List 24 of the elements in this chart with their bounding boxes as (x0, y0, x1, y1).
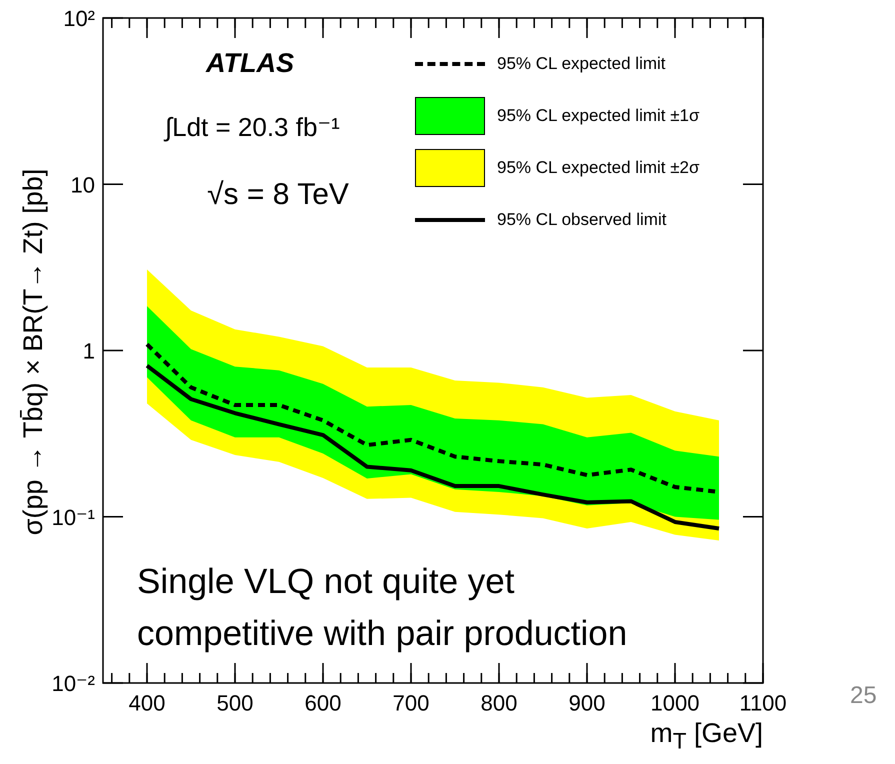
legend-label: 95% CL expected limit ±1σ (497, 106, 700, 126)
x-tick-label: 900 (568, 690, 606, 716)
x-tick-label: 800 (480, 690, 518, 716)
x-tick-label: 1000 (650, 690, 700, 716)
legend-label: 95% CL observed limit (497, 210, 666, 230)
x-tick-label: 700 (392, 690, 430, 716)
legend-label: 95% CL expected limit (497, 54, 666, 74)
text: 25 (850, 682, 878, 710)
annotation: ATLAS (204, 48, 295, 79)
y-tick-label: 10² (63, 6, 95, 31)
y-tick-label: 10⁻² (52, 671, 95, 696)
y-tick-label: 1 (82, 338, 95, 364)
annotation: Single VLQ not quite yet competitive with pair production (137, 561, 628, 655)
annotation: ∫Ldt = 20.3 fb⁻¹ (165, 112, 341, 143)
annotation: √s = 8 TeV (206, 178, 350, 212)
x-axis-title: m$_{T}$ [GeV] (649, 718, 763, 754)
x-tick-label: 400 (128, 690, 166, 716)
x-tick-label: 500 (216, 690, 254, 716)
y-tick-label: 10⁻¹ (52, 504, 95, 530)
legend-label: 95% CL expected limit ±2σ (497, 158, 700, 178)
y-tick-label: 10 (70, 172, 95, 198)
x-tick-label: 1100 (739, 690, 787, 716)
y-axis-title: σ(pp → Tb̄q) × BR(T→ Zt) [pb] (18, 168, 48, 536)
x-tick-label: 600 (304, 690, 342, 716)
